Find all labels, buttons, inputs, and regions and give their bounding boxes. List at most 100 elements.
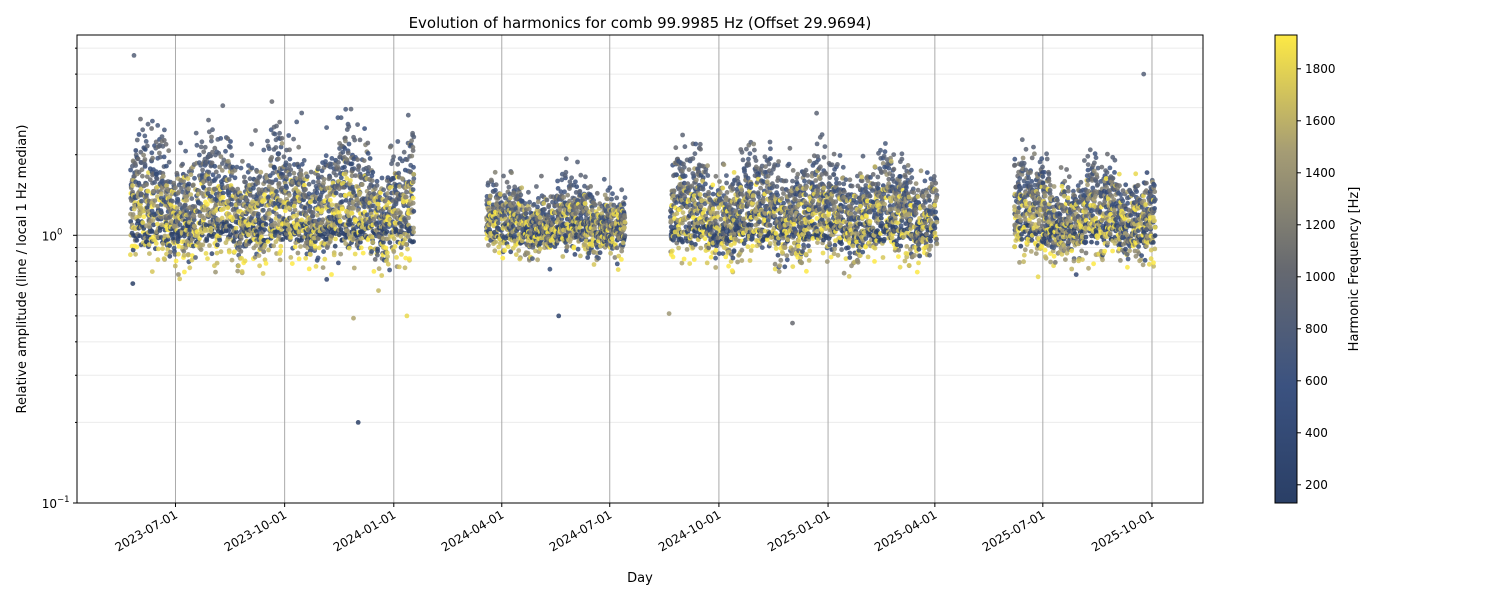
data-point [239, 166, 244, 171]
data-point [343, 107, 348, 112]
data-point [615, 245, 620, 250]
data-point [243, 259, 248, 264]
data-point [592, 202, 597, 207]
data-point [128, 252, 133, 257]
data-point [692, 257, 697, 262]
data-point [706, 190, 711, 195]
data-point [257, 253, 262, 258]
data-point [698, 192, 703, 197]
data-point [180, 162, 185, 167]
data-point [749, 223, 754, 228]
data-point [739, 258, 744, 263]
data-point [379, 273, 384, 278]
data-point [713, 256, 718, 261]
data-point [349, 107, 354, 112]
data-point [278, 258, 283, 263]
data-point [284, 185, 289, 190]
data-point [323, 159, 328, 164]
data-point [176, 272, 181, 277]
data-point [352, 138, 357, 143]
data-point [309, 170, 314, 175]
data-point [182, 270, 187, 275]
data-point [607, 185, 612, 190]
data-point [194, 131, 199, 136]
data-point [137, 132, 142, 137]
data-point [740, 150, 745, 155]
data-point [355, 122, 360, 127]
data-point [324, 277, 329, 282]
data-point [672, 188, 677, 193]
data-point [506, 244, 511, 249]
data-point [328, 175, 333, 180]
data-point [235, 165, 240, 170]
data-point [185, 198, 190, 203]
data-point [732, 170, 737, 175]
data-point [535, 257, 540, 262]
data-point [609, 197, 614, 202]
data-point [316, 256, 321, 261]
data-point [195, 143, 200, 148]
data-point [732, 241, 737, 246]
data-point [199, 145, 204, 150]
data-point [174, 259, 179, 264]
data-point [517, 257, 522, 262]
data-point [296, 251, 301, 256]
data-point [496, 221, 501, 226]
data-point [324, 125, 329, 130]
data-point [493, 170, 498, 175]
data-point [352, 266, 357, 271]
data-point [575, 160, 580, 165]
data-point [768, 241, 773, 246]
data-point [324, 153, 329, 158]
data-point [372, 191, 377, 196]
data-point [773, 262, 778, 267]
data-point [257, 174, 262, 179]
data-point [220, 216, 225, 221]
data-point [388, 185, 393, 190]
data-point [227, 250, 232, 255]
data-point [164, 164, 169, 169]
data-point [388, 145, 393, 150]
data-point [346, 124, 351, 129]
data-point [167, 160, 172, 165]
data-point [405, 247, 410, 252]
data-point [270, 99, 275, 104]
data-point [681, 210, 686, 215]
data-point [555, 179, 560, 184]
data-point [219, 249, 224, 254]
data-point [139, 199, 144, 204]
data-point [200, 168, 205, 173]
data-point [142, 134, 147, 139]
data-point [621, 240, 626, 245]
data-point [359, 245, 364, 250]
data-point [615, 262, 620, 267]
data-point [676, 246, 681, 251]
data-point [385, 229, 390, 234]
data-point [387, 268, 392, 273]
data-point [229, 202, 234, 207]
data-point [502, 248, 507, 253]
data-point [353, 252, 358, 257]
data-point [705, 261, 710, 266]
data-point [210, 127, 215, 132]
data-point [776, 159, 781, 164]
data-point [221, 195, 226, 200]
data-point [261, 208, 266, 213]
data-point [266, 248, 271, 253]
data-point [401, 199, 406, 204]
data-point [313, 244, 318, 249]
data-point [183, 149, 188, 154]
data-point [682, 257, 687, 262]
data-point [220, 168, 225, 173]
data-point [411, 209, 416, 214]
data-point [145, 144, 150, 149]
data-point [277, 131, 282, 136]
data-point [329, 272, 334, 277]
data-point [140, 127, 145, 132]
data-point [400, 176, 405, 181]
data-point [314, 264, 319, 269]
data-point [619, 249, 624, 254]
data-point [397, 265, 402, 270]
data-point [218, 136, 223, 141]
data-point [147, 251, 152, 256]
